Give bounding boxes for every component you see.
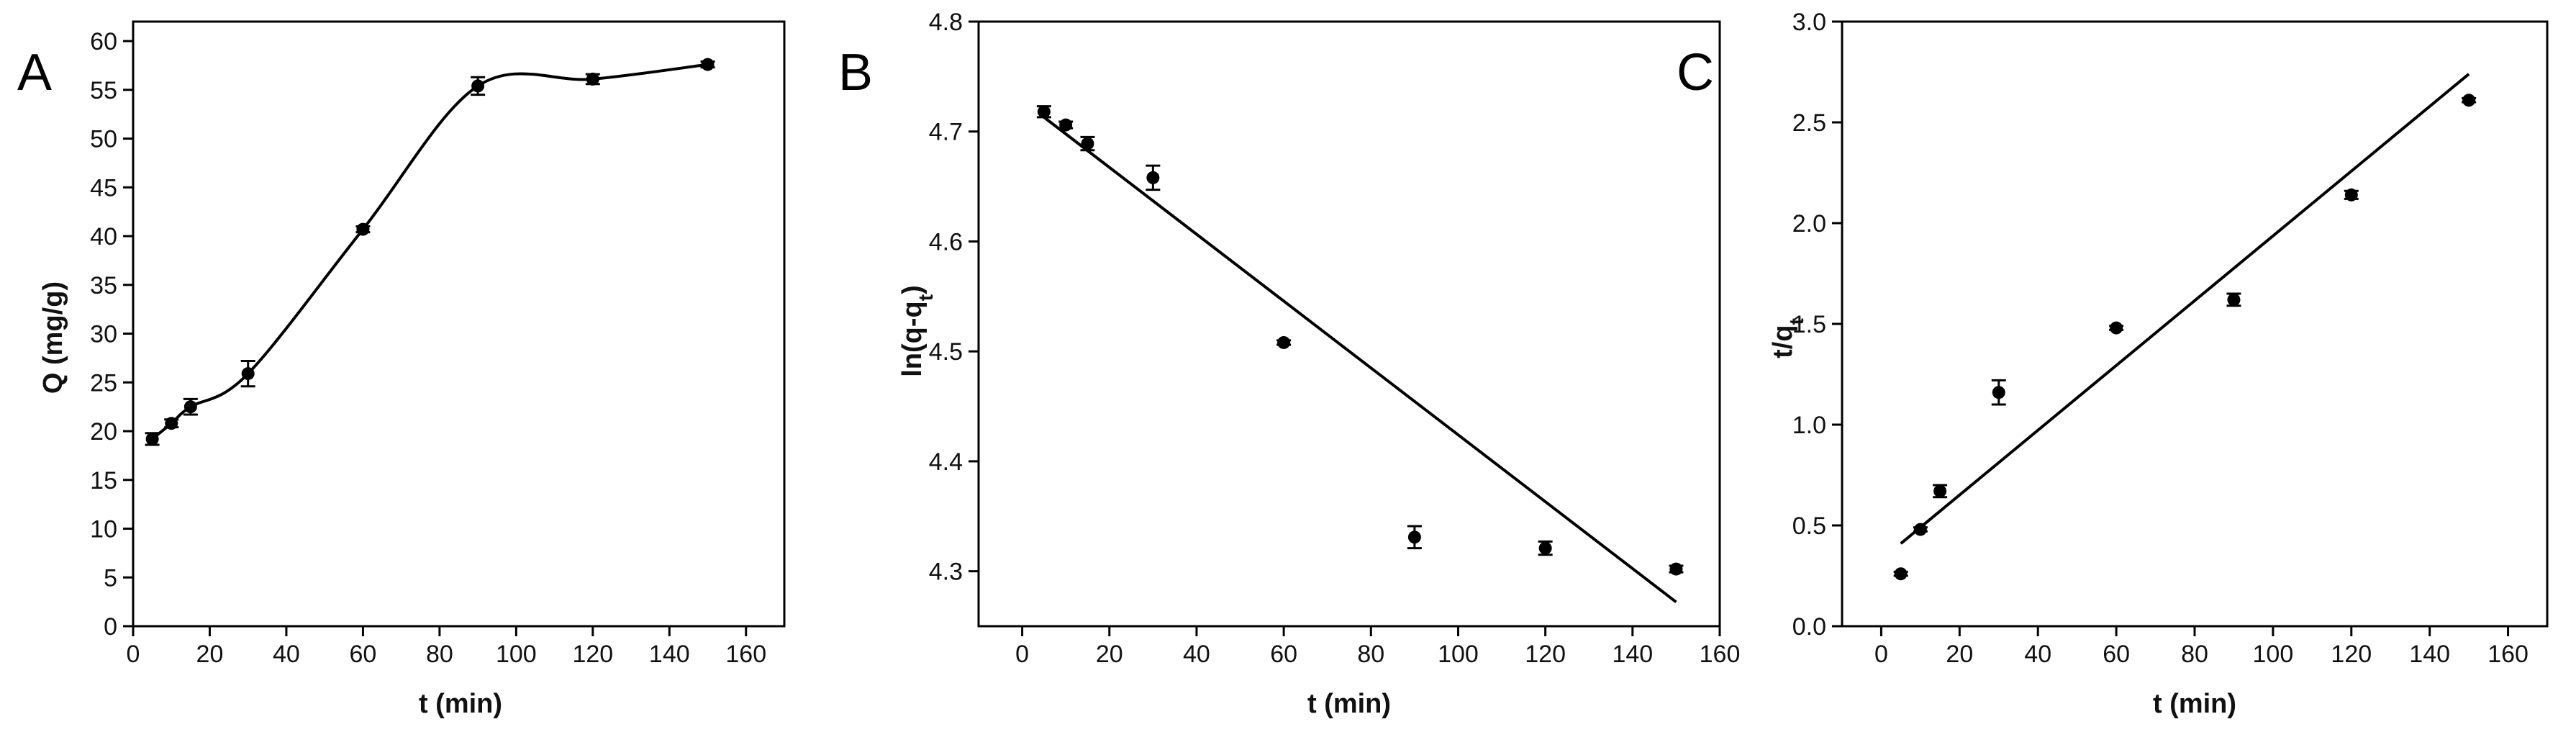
x-tick-label: 40 [1183, 641, 1210, 668]
y-tick-label: 10 [90, 516, 117, 543]
panel-a: A Q (mg/g) t (min) 0 20 40 60 80 100 120 140 160… [17, 20, 786, 719]
data-point [1669, 562, 1683, 576]
x-tick-label: 60 [1270, 641, 1297, 668]
x-tick-label: 20 [1946, 641, 1973, 668]
data-point [471, 79, 485, 93]
x-tick-label: 120 [572, 641, 613, 668]
data-point [2462, 94, 2476, 107]
y-tick-label: 1.5 [1792, 311, 1826, 338]
y-tick-label: 40 [90, 223, 117, 250]
panel-a-y-axis-label: Q (mg/g) [38, 281, 68, 394]
x-tick-label: 160 [2487, 641, 2529, 668]
y-tick-label: 3.0 [1792, 9, 1826, 36]
x-tick-label: 140 [2409, 641, 2450, 668]
y-tick-label: 4.7 [929, 119, 963, 146]
y-tick-label: 2.5 [1792, 109, 1826, 137]
data-point [1407, 530, 1421, 544]
data-point [1913, 523, 1927, 536]
data-point [2227, 293, 2241, 307]
x-tick-label: 80 [1357, 641, 1384, 668]
y-tick-label: 55 [90, 77, 117, 104]
plot-frame [1841, 20, 2549, 628]
fit-line [1900, 73, 2470, 545]
x-tick-label: 120 [1525, 641, 1566, 668]
x-tick-label: 0 [1874, 641, 1888, 668]
panel-c-x-axis-label: t (min) [2153, 689, 2236, 719]
x-tick-label: 40 [2024, 641, 2051, 668]
y-tick-label: 4.6 [929, 228, 963, 256]
data-point [586, 72, 599, 86]
panel-b-y-axis-label: ln(q-qt) [897, 285, 937, 377]
data-point [1992, 386, 2005, 399]
data-point [183, 400, 197, 414]
y-tick-label: 45 [90, 174, 117, 202]
data-point [1933, 484, 1947, 498]
y-tick-label: 4.8 [929, 9, 963, 36]
data-point [1146, 171, 1160, 184]
y-tick-label: 4.4 [929, 448, 963, 476]
data-point [165, 417, 178, 430]
y-tick-label: 20 [90, 418, 117, 446]
x-tick-label: 100 [496, 641, 537, 668]
panel-b: B ln(q-qt) t (min) 0 20 40 60 80 100 120 140 160… [838, 9, 1740, 719]
fit-line [1043, 116, 1677, 603]
data-point [2344, 188, 2358, 202]
x-tick-label: 80 [2181, 641, 2208, 668]
x-tick-label: 160 [725, 641, 766, 668]
y-tick-label: 2.0 [1792, 210, 1826, 238]
panel-c-label: C [1677, 44, 1714, 101]
data-point [241, 367, 255, 381]
data-point [1277, 335, 1291, 349]
data-point [1037, 105, 1051, 119]
y-tick-label: 0.5 [1792, 512, 1826, 540]
y-tick-label: 4.5 [929, 338, 963, 366]
x-tick-label: 120 [2331, 641, 2372, 668]
y-tick-label: 4.3 [929, 559, 963, 586]
data-point [145, 432, 159, 446]
panel-c: C t/qt t (min) 0 20 40 60 80 100 120 140 160 0.0 0… [1677, 9, 2549, 719]
panel-b-label: B [838, 44, 873, 101]
y-tick-label: 1.0 [1792, 412, 1826, 439]
y-tick-label: 25 [90, 369, 117, 397]
x-tick-label: 40 [273, 641, 300, 668]
x-tick-label: 0 [1015, 641, 1029, 668]
data-point [356, 222, 370, 236]
plot-frame [977, 20, 1721, 628]
panel-a-label: A [17, 44, 52, 101]
data-point [1538, 541, 1552, 555]
data-point [1894, 567, 1908, 581]
x-tick-label: 20 [1096, 641, 1123, 668]
data-point [1059, 118, 1073, 132]
y-tick-label: 50 [90, 126, 117, 153]
x-tick-label: 80 [426, 641, 453, 668]
y-tick-label: 60 [90, 28, 117, 55]
panel-b-x-axis-label: t (min) [1307, 689, 1391, 719]
x-tick-label: 60 [349, 641, 376, 668]
y-tick-label: 30 [90, 321, 117, 348]
x-tick-label: 140 [1612, 641, 1653, 668]
y-tick-label: 0 [104, 613, 117, 641]
y-tick-label: 5 [104, 564, 117, 592]
y-tick-label: 0.0 [1792, 613, 1826, 641]
x-tick-label: 140 [649, 641, 690, 668]
x-tick-label: 0 [127, 641, 140, 668]
panel-c-y-axis-label: t/qt [1768, 318, 1808, 358]
data-point [701, 58, 715, 71]
plot-frame [132, 20, 786, 628]
data-point [2110, 321, 2123, 335]
panel-a-x-axis-label: t (min) [419, 689, 502, 719]
x-tick-label: 60 [2103, 641, 2130, 668]
data-point [1081, 137, 1094, 150]
y-tick-label: 35 [90, 272, 117, 299]
x-tick-label: 100 [1438, 641, 1479, 668]
x-tick-label: 100 [2253, 641, 2294, 668]
x-tick-label: 160 [1700, 641, 1741, 668]
x-tick-label: 20 [196, 641, 224, 668]
series-line [151, 63, 708, 440]
y-tick-label: 15 [90, 467, 117, 494]
